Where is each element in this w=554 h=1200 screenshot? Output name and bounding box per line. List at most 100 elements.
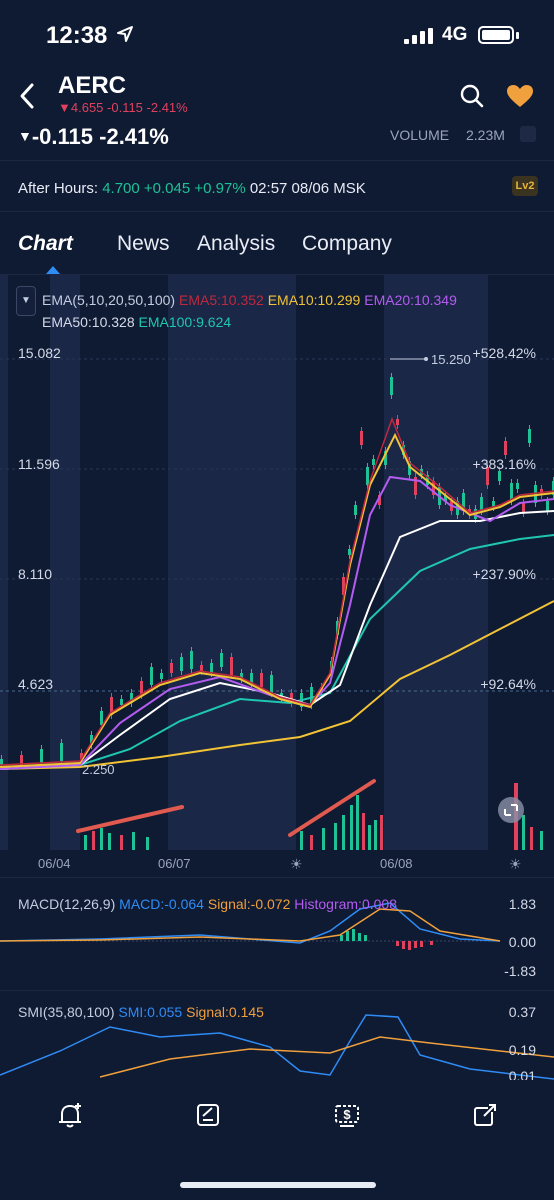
tab-company[interactable]: Company [302,232,392,256]
candle-body [408,461,411,475]
back-button[interactable] [18,82,36,118]
candle-body [396,419,399,425]
candle-body [552,481,554,495]
alert-add-icon[interactable] [56,1100,86,1130]
macd-histogram [340,929,433,950]
smi-line [0,1014,554,1080]
candle-body [90,735,93,745]
smi-title: SMI(35,80,100) [18,1004,115,1020]
macd-axis-label: 0.00 [508,934,536,950]
macd-histogram-value: Histogram:0.008 [294,896,397,912]
candle-body [110,697,113,715]
tab-analysis-label: Analysis [197,232,276,255]
candle-body [444,495,447,501]
status-time: 12:38 [46,22,108,49]
chevron-left-icon [20,83,34,109]
fullscreen-icon [498,797,524,823]
smi-axis-label: 0.37 [508,1004,536,1020]
time-axis: 06/04 06/07 06/08 ☀ ☀ [0,850,554,880]
battery-icon [478,26,514,44]
candle-body [510,483,513,501]
after-hours-label: After Hours: [18,180,99,197]
indicator-collapse-button[interactable]: ▼ [16,286,36,316]
time-axis-label: 06/08 [380,856,413,871]
percent-axis-label: +528.42% [472,345,536,361]
ema50-value: EMA50:10.328 [42,314,135,330]
session-band [168,275,296,850]
divider [0,877,554,878]
candle-body [480,497,483,511]
ema20-line [0,510,554,770]
search-icon[interactable] [460,84,484,108]
high-marker-label: 15.250 [431,352,471,367]
smi-axis-label: 0.01 [508,1068,536,1080]
macd-signal-value: Signal:-0.072 [207,896,291,912]
after-hours-change: 4.700 +0.045 +0.97% [102,180,246,197]
level2-badge[interactable]: Lv2 [512,176,538,196]
candle-body [390,377,393,395]
candle-body [190,651,193,669]
heart-icon[interactable] [506,84,534,108]
candle-body [402,445,405,455]
battery-tip [516,32,519,39]
candlesticks [0,373,554,769]
note-icon[interactable] [193,1100,223,1130]
candle-body [220,653,223,667]
volume-toggle[interactable] [520,126,536,142]
tab-news[interactable]: News [117,232,170,256]
share-icon[interactable] [470,1100,500,1130]
tab-indicator [46,266,60,274]
tab-analysis[interactable]: Analysis [197,232,275,256]
price-change-text: -0.115 -2.41% [31,124,169,149]
low-marker-label: 2.250 [82,762,115,777]
divider [0,211,554,212]
after-hours-row: After Hours: 4.700 +0.045 +0.97% 02:57 0… [18,180,366,197]
smi-chart[interactable] [0,995,554,1080]
after-hours-time: 02:57 08/06 MSK [249,180,366,197]
location-arrow-icon [117,26,133,42]
macd-axis-label: -1.83 [504,963,536,979]
network-type: 4G [442,24,468,45]
percent-axis-label: +237.90% [472,566,536,582]
ema50-line [0,534,554,770]
signal-icon [404,28,433,44]
bottom-toolbar [0,1080,554,1200]
candle-body [160,673,163,679]
status-bar: 12:38 4G [0,0,554,70]
ema5-value: EMA5:10.352 [178,292,264,308]
candle-body [528,429,531,443]
session-band [50,275,80,850]
candle-body [140,681,143,695]
macd-axis-label: 1.83 [508,896,536,912]
price-chart[interactable] [0,275,554,850]
candle-body [492,501,495,507]
candle-body [40,749,43,763]
tab-chart-label: Chart [18,232,73,255]
candle-body [130,693,133,703]
candle-body [180,657,183,671]
time-axis-label: 06/04 [38,856,71,871]
tab-news-label: News [117,232,170,255]
macd-signal-line [0,908,501,942]
price-axis-label: 11.596 [18,456,60,472]
candle-body [522,503,525,513]
smi-legend: SMI(35,80,100) SMI:0.055 Signal:0.145 [18,1004,264,1020]
price-change: ▼-0.115 -2.41% [18,124,169,150]
candle-body [342,577,345,595]
candle-body [0,759,3,765]
ema10-value: EMA10:10.299 [267,292,361,308]
tab-company-label: Company [302,232,392,255]
macd-chart[interactable] [0,885,554,985]
candle-body [378,495,381,505]
smi-signal-line [99,1036,554,1078]
candle-body [170,663,173,673]
smi-axis-label: 0.19 [508,1042,536,1058]
candle-body [100,711,103,725]
macd-legend: MACD(12,26,9) MACD:-0.064 Signal:-0.072 … [18,896,397,912]
trade-icon[interactable]: $ [332,1100,362,1130]
ema5-line-red [0,416,554,766]
tab-chart[interactable]: Chart [18,232,73,256]
divider [0,274,554,275]
candle-body [372,459,375,465]
price-axis-label: 4.623 [18,676,54,692]
